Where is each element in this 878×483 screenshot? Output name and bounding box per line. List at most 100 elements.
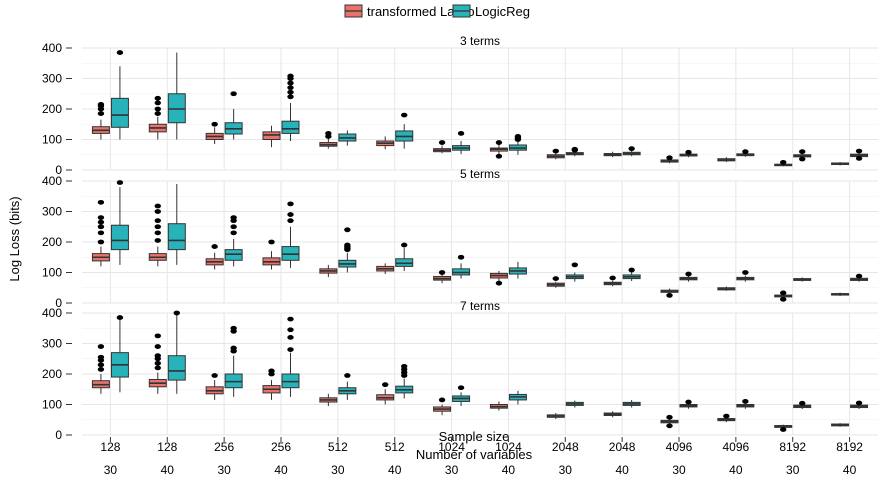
outlier-point: [552, 276, 559, 281]
y-tick-label: 0: [55, 296, 62, 310]
outlier-point: [154, 224, 161, 230]
outlier-point: [666, 155, 673, 161]
x-tick-sample-size: 256: [271, 440, 291, 454]
outlier-point: [154, 209, 161, 214]
outlier-point: [685, 149, 692, 155]
outlier-point: [97, 219, 105, 225]
outlier-point: [97, 230, 105, 236]
x-tick-number-of-variables: 40: [615, 463, 629, 477]
y-tick-label: 100: [42, 133, 62, 147]
panel: 3 terms 0 100 200 300 400: [42, 34, 878, 177]
outlier-point: [799, 400, 806, 406]
y-tick-label: 0: [55, 428, 62, 442]
outlier-point: [855, 156, 863, 161]
outlier-point: [628, 146, 635, 152]
outlier-point: [154, 353, 161, 359]
outlier-point: [116, 180, 124, 185]
outlier-point: [268, 239, 275, 245]
x-tick-sample-size: 8192: [779, 440, 806, 454]
outlier-point: [97, 362, 105, 368]
outlier-point: [97, 102, 105, 107]
outlier-point: [855, 148, 863, 154]
x-tick-number-of-variables: 30: [786, 463, 800, 477]
outlier-point: [799, 156, 806, 162]
outlier-point: [154, 360, 161, 366]
panel-title: 5 terms: [460, 167, 500, 181]
outlier-point: [457, 131, 465, 136]
outlier-point: [344, 373, 351, 378]
panel: 5 terms 0 100 200 300 400: [42, 167, 878, 310]
y-tick-label: 200: [42, 102, 62, 116]
outlier-point: [438, 270, 446, 275]
box: [167, 355, 186, 381]
outlier-point: [97, 354, 105, 360]
x-tick-sample-size: 2048: [552, 440, 579, 454]
outlier-point: [287, 73, 294, 79]
outlier-point: [799, 149, 806, 155]
outlier-point: [495, 140, 503, 145]
outlier-point: [666, 414, 673, 420]
x-tick-labels: 128 30 128 40 256 30 256 40 512 30 512 40 1024 30 1024…: [100, 437, 863, 477]
outlier-point: [211, 373, 218, 378]
outlier-point: [344, 242, 351, 248]
outlier-point: [287, 94, 294, 100]
x-tick-sample-size: 1024: [438, 440, 465, 454]
outlier-point: [287, 335, 294, 340]
y-axis-label: Log Loss (bits): [7, 196, 22, 281]
outlier-point: [495, 153, 503, 159]
outlier-point: [495, 280, 503, 286]
outlier-point: [666, 292, 673, 298]
legend: transformed Lasso LogicReg: [344, 4, 530, 19]
x-tick-sample-size: 512: [385, 440, 405, 454]
x-tick-number-of-variables: 30: [331, 463, 345, 477]
outlier-point: [116, 50, 124, 55]
box: [281, 120, 300, 134]
outlier-point: [780, 159, 787, 165]
outlier-point: [97, 224, 105, 230]
outlier-point: [457, 385, 465, 391]
outlier-point: [287, 347, 294, 352]
outlier-point: [211, 121, 218, 127]
outlier-point: [287, 201, 294, 207]
panels: 3 terms 0 100 200 300 400 5 terms 0 100 200 300 400…: [42, 34, 878, 442]
outlier-point: [401, 112, 408, 118]
outlier-point: [154, 333, 161, 339]
outlier-point: [97, 199, 105, 205]
outlier-point: [230, 230, 237, 236]
y-tick-label: 400: [42, 174, 62, 188]
outlier-point: [666, 423, 673, 429]
x-tick-number-of-variables: 30: [217, 463, 231, 477]
outlier-point: [97, 367, 105, 372]
panel-title: 7 terms: [460, 299, 500, 313]
box: [167, 223, 186, 251]
outlier-point: [855, 400, 863, 406]
outlier-point: [154, 106, 161, 112]
outlier-point: [552, 148, 559, 154]
x-tick-number-of-variables: 40: [843, 463, 857, 477]
outlier-point: [116, 315, 124, 320]
x-axis-label-number-of-variables: Number of variables: [416, 447, 533, 462]
outlier-point: [723, 413, 730, 419]
outlier-point: [685, 271, 692, 277]
x-tick-number-of-variables: 40: [388, 463, 402, 477]
x-tick-sample-size: 1024: [495, 440, 522, 454]
legend-label: transformed Lasso: [367, 4, 475, 19]
y-tick-label: 0: [55, 163, 62, 177]
outlier-point: [230, 224, 237, 230]
x-tick-sample-size: 128: [157, 440, 177, 454]
y-tick-label: 400: [42, 41, 62, 55]
outlier-point: [173, 310, 180, 316]
x-tick-sample-size: 512: [328, 440, 348, 454]
x-tick-sample-size: 256: [214, 440, 234, 454]
x-tick-sample-size: 4096: [666, 440, 693, 454]
outlier-point: [154, 218, 161, 224]
outlier-point: [97, 215, 105, 221]
outlier-point: [154, 238, 161, 243]
outlier-point: [457, 254, 465, 260]
outlier-point: [154, 203, 161, 209]
outlier-point: [154, 111, 161, 116]
outlier-point: [287, 316, 294, 322]
outlier-point: [287, 218, 294, 224]
x-tick-sample-size: 4096: [723, 440, 750, 454]
